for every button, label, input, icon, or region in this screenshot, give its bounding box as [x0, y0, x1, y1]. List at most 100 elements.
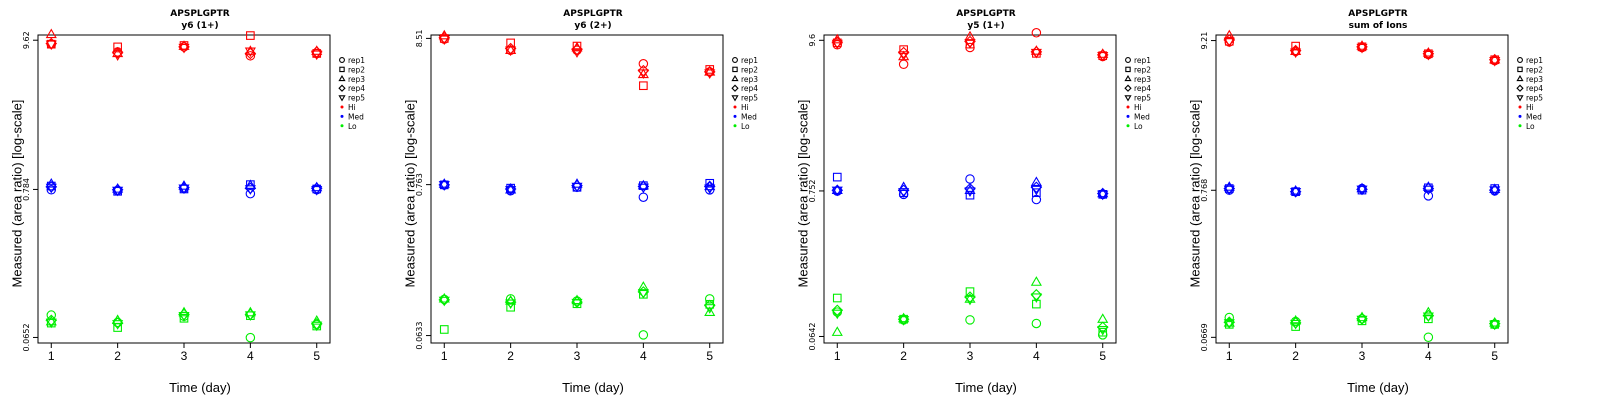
data-point	[831, 39, 843, 50]
data-point	[898, 188, 910, 198]
legend-symbol	[732, 66, 738, 73]
x-axis-label: Time (day)	[955, 380, 1017, 395]
data-point	[244, 47, 257, 60]
data-point	[831, 309, 843, 320]
x-tick-label: 5	[706, 349, 713, 363]
data-point	[245, 332, 256, 343]
legend-symbol	[1124, 84, 1132, 92]
data-point	[246, 31, 255, 40]
data-point	[637, 183, 649, 194]
data-point	[505, 186, 517, 196]
chart-title: APSPLGPTR	[956, 9, 1016, 19]
x-tick-label: 3	[574, 349, 581, 363]
x-tick-label: 5	[1491, 349, 1498, 363]
legend-label: rep1	[348, 56, 365, 65]
data-point	[637, 69, 649, 80]
legend-symbol	[338, 74, 346, 82]
data-point	[1423, 332, 1434, 342]
x-axis-label: Time (day)	[169, 380, 231, 395]
data-point	[964, 187, 976, 198]
data-point	[1030, 48, 1042, 59]
plot-area: 1 2 3 4 5 0.0642 0.752 9.6 rep1rep2rep3rep4rep5H…	[808, 28, 1151, 363]
legend-symbol	[1124, 95, 1132, 102]
data-point	[1030, 276, 1042, 286]
data-point	[571, 298, 583, 309]
data-point	[1223, 316, 1235, 327]
legend-label: rep5	[1134, 94, 1151, 103]
legend-label: Med	[348, 112, 364, 121]
data-point	[1422, 185, 1434, 196]
chart-title: APSPLGPTR	[1348, 9, 1408, 19]
data-point	[311, 45, 323, 55]
data-point	[438, 181, 450, 191]
y-tick-label: 0.0633	[415, 322, 424, 350]
data-point	[1290, 319, 1302, 330]
legend-label: Lo	[348, 122, 357, 131]
data-point	[45, 183, 57, 194]
data-point	[505, 183, 517, 194]
data-point	[704, 184, 716, 195]
x-tick-label: 4	[247, 349, 254, 363]
legend-label: Hi	[1134, 103, 1142, 112]
legend-symbol	[731, 84, 739, 92]
data-point	[1097, 187, 1109, 198]
data-point	[898, 316, 910, 326]
legend-color-dot	[340, 124, 344, 128]
data-point	[45, 318, 57, 329]
data-point	[965, 287, 975, 296]
legend-label: Med	[741, 112, 757, 121]
data-point	[704, 306, 716, 316]
data-point	[898, 181, 910, 191]
data-point	[1290, 45, 1302, 56]
x-tick-label: 4	[1425, 349, 1432, 363]
data-point	[1422, 47, 1434, 57]
x-tick-label: 4	[640, 349, 647, 363]
data-point	[832, 307, 843, 317]
data-point	[637, 289, 649, 299]
data-point	[178, 43, 190, 54]
data-point	[112, 314, 124, 324]
data-point	[571, 43, 583, 56]
data-point	[311, 321, 323, 332]
x-tick-label: 2	[1292, 349, 1299, 363]
data-point	[638, 59, 649, 69]
data-point	[111, 46, 124, 59]
data-point	[832, 293, 842, 303]
legend-label: rep5	[1526, 94, 1543, 103]
data-point	[439, 325, 449, 334]
legend-label: rep1	[741, 56, 758, 65]
data-point	[1097, 48, 1109, 58]
y-tick-label: 0.768	[1200, 179, 1209, 202]
legend-symbol	[732, 57, 738, 63]
data-point	[1030, 293, 1042, 303]
data-point	[1031, 28, 1042, 38]
y-tick-label: 0.763	[415, 173, 424, 196]
legend-symbol	[1516, 84, 1524, 92]
x-tick-label: 3	[1359, 349, 1366, 363]
data-point	[45, 314, 58, 327]
data-point	[1032, 188, 1041, 198]
legend-label: Med	[1526, 112, 1542, 121]
data-point	[1290, 48, 1302, 59]
data-point	[438, 292, 450, 303]
x-axis-label: Time (day)	[562, 380, 624, 395]
legend-symbol	[1516, 74, 1524, 82]
legend-symbol	[1516, 95, 1524, 102]
data-point	[113, 42, 122, 52]
legend-symbol	[338, 84, 346, 92]
data-point	[964, 182, 976, 195]
data-point	[1291, 322, 1300, 331]
data-point	[704, 180, 716, 191]
legend-label: rep5	[741, 94, 758, 103]
data-point	[705, 178, 715, 188]
plot-frame	[1215, 34, 1509, 344]
legend-symbol	[1517, 57, 1523, 63]
data-point	[1030, 45, 1042, 55]
legend-label: rep3	[348, 75, 365, 84]
data-point	[1489, 186, 1501, 197]
data-point	[704, 65, 716, 76]
legend-symbol	[1124, 74, 1132, 82]
data-point	[505, 46, 517, 57]
data-point	[638, 192, 649, 202]
legend-label: rep3	[1526, 75, 1543, 84]
